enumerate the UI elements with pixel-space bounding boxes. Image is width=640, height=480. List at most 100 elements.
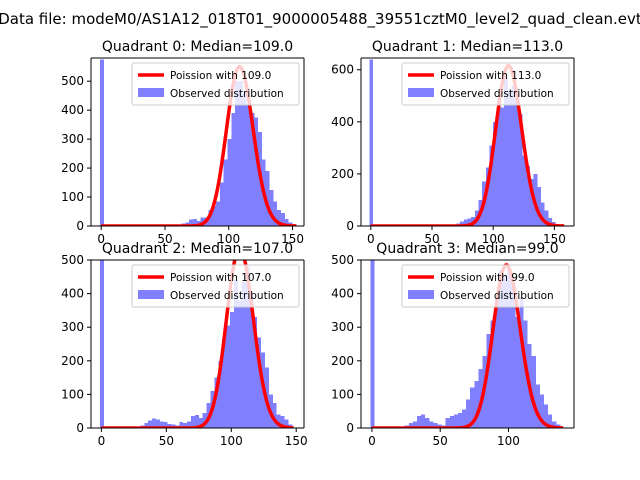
histogram-bar <box>474 380 479 428</box>
histogram-bar <box>519 296 524 428</box>
histogram-bar <box>226 325 230 428</box>
histogram-bar <box>493 121 497 226</box>
legend-observed-label: Observed distribution <box>440 290 554 302</box>
histogram-bar <box>242 94 247 226</box>
histogram-bar <box>152 418 156 428</box>
histogram-bar <box>539 394 544 428</box>
x-tick-label: 50 <box>433 434 448 448</box>
histogram-bar <box>526 166 530 226</box>
legend-observed-swatch <box>408 88 434 97</box>
histogram-bar <box>222 338 227 428</box>
histogram-bar <box>511 283 516 428</box>
histogram-bar <box>163 421 168 428</box>
histogram-bar <box>463 219 468 226</box>
subplot-3-data <box>370 260 564 428</box>
histogram-bar <box>214 377 219 428</box>
histogram-bar <box>229 312 234 428</box>
poisson-curve <box>371 263 564 428</box>
histogram-bar <box>189 219 194 226</box>
y-tick-label: 0 <box>76 421 84 435</box>
histogram-bar <box>457 412 463 428</box>
histogram-bar <box>462 409 467 428</box>
x-tick-label: 0 <box>367 232 375 246</box>
y-tick-label: 0 <box>346 421 354 435</box>
histogram-bar <box>460 221 464 226</box>
histogram-bar <box>429 421 434 428</box>
histogram-bar <box>155 419 160 428</box>
y-tick-label: 300 <box>61 132 84 146</box>
histogram-bar <box>246 104 251 226</box>
histogram-bar <box>369 59 374 226</box>
histogram-bar <box>548 414 553 428</box>
legend: Poission with 113.0 Observed distribution <box>401 62 570 106</box>
subplot-1-data <box>369 59 565 226</box>
histogram-bar <box>421 414 426 428</box>
histogram-bar <box>425 417 430 428</box>
subplot-title: Quadrant 2: Median=107.0 <box>102 241 293 257</box>
y-tick-label: 500 <box>61 74 84 88</box>
histogram-bar <box>496 100 501 226</box>
histogram-bar <box>503 275 508 428</box>
histogram-bar <box>537 186 541 226</box>
histogram-bar <box>408 422 413 428</box>
histogram-bar <box>370 260 375 428</box>
subplot-title: Quadrant 1: Median=113.0 <box>372 39 563 55</box>
histogram-bar <box>167 423 172 428</box>
y-tick-label: 500 <box>331 253 354 267</box>
histogram-bar <box>269 189 274 226</box>
legend-poisson-label: Poission with 99.0 <box>440 272 535 284</box>
y-tick-label: 400 <box>61 287 84 301</box>
histogram-bar <box>540 202 545 226</box>
histogram-bar <box>202 412 207 428</box>
subplot-2: 0 50 100 150 0 100 200 300 400 500 Quadrant 2: Med… <box>61 241 308 448</box>
histogram-bar <box>504 77 508 226</box>
histogram-bar <box>254 117 259 226</box>
histogram-bar <box>198 417 203 428</box>
histogram-bar <box>277 210 282 226</box>
histogram-bar <box>453 414 458 428</box>
subplot-0: 0 50 100 150 0 100 200 300 400 500 Quadrant 0: Med… <box>61 39 305 246</box>
legend-observed-swatch <box>138 290 164 299</box>
x-tick-label: 150 <box>285 434 308 448</box>
x-tick-label: 50 <box>157 232 172 246</box>
y-tick-label: 0 <box>346 219 354 233</box>
legend-box <box>401 62 570 106</box>
x-tick-label: 0 <box>97 232 105 246</box>
y-tick-label: 200 <box>331 354 354 368</box>
subplot-title: Quadrant 0: Median=109.0 <box>102 39 293 55</box>
histogram-bar <box>507 90 512 226</box>
histogram-bar <box>507 266 512 428</box>
legend: Poission with 99.0 Observed distribution <box>401 264 570 308</box>
y-tick-label: 200 <box>331 167 354 181</box>
histogram-bar <box>412 421 417 428</box>
histogram-bar <box>515 98 519 226</box>
subplot-2-data <box>100 260 295 428</box>
histogram-bar <box>212 205 216 226</box>
histogram-bar <box>237 300 242 428</box>
histogram-bar <box>235 81 239 226</box>
x-tick-label: 100 <box>482 232 505 246</box>
histogram-bar <box>531 355 536 428</box>
histogram-bar <box>276 414 281 428</box>
y-tick-label: 0 <box>76 219 84 233</box>
subplot-title: Quadrant 3: Median=99.0 <box>376 241 558 257</box>
y-tick-label: 300 <box>61 320 84 334</box>
x-tick-label: 100 <box>217 232 240 246</box>
legend-observed-label: Observed distribution <box>170 290 284 302</box>
y-tick-label: 200 <box>61 354 84 368</box>
y-tick-label: 200 <box>61 161 84 175</box>
histogram-bar <box>529 179 534 226</box>
histogram-bar <box>231 113 236 226</box>
x-tick-label: 100 <box>220 434 243 448</box>
histogram-bar <box>466 399 471 428</box>
subplot-0-data <box>99 59 297 226</box>
histogram-bar <box>543 404 549 428</box>
x-tick-label: 100 <box>497 434 520 448</box>
x-tick-label: 150 <box>543 232 566 246</box>
y-tick-label: 600 <box>331 63 354 77</box>
histogram-bar <box>227 139 232 226</box>
histogram-bar <box>470 387 475 428</box>
histogram-bar <box>194 415 199 428</box>
histogram-bar <box>522 155 527 226</box>
